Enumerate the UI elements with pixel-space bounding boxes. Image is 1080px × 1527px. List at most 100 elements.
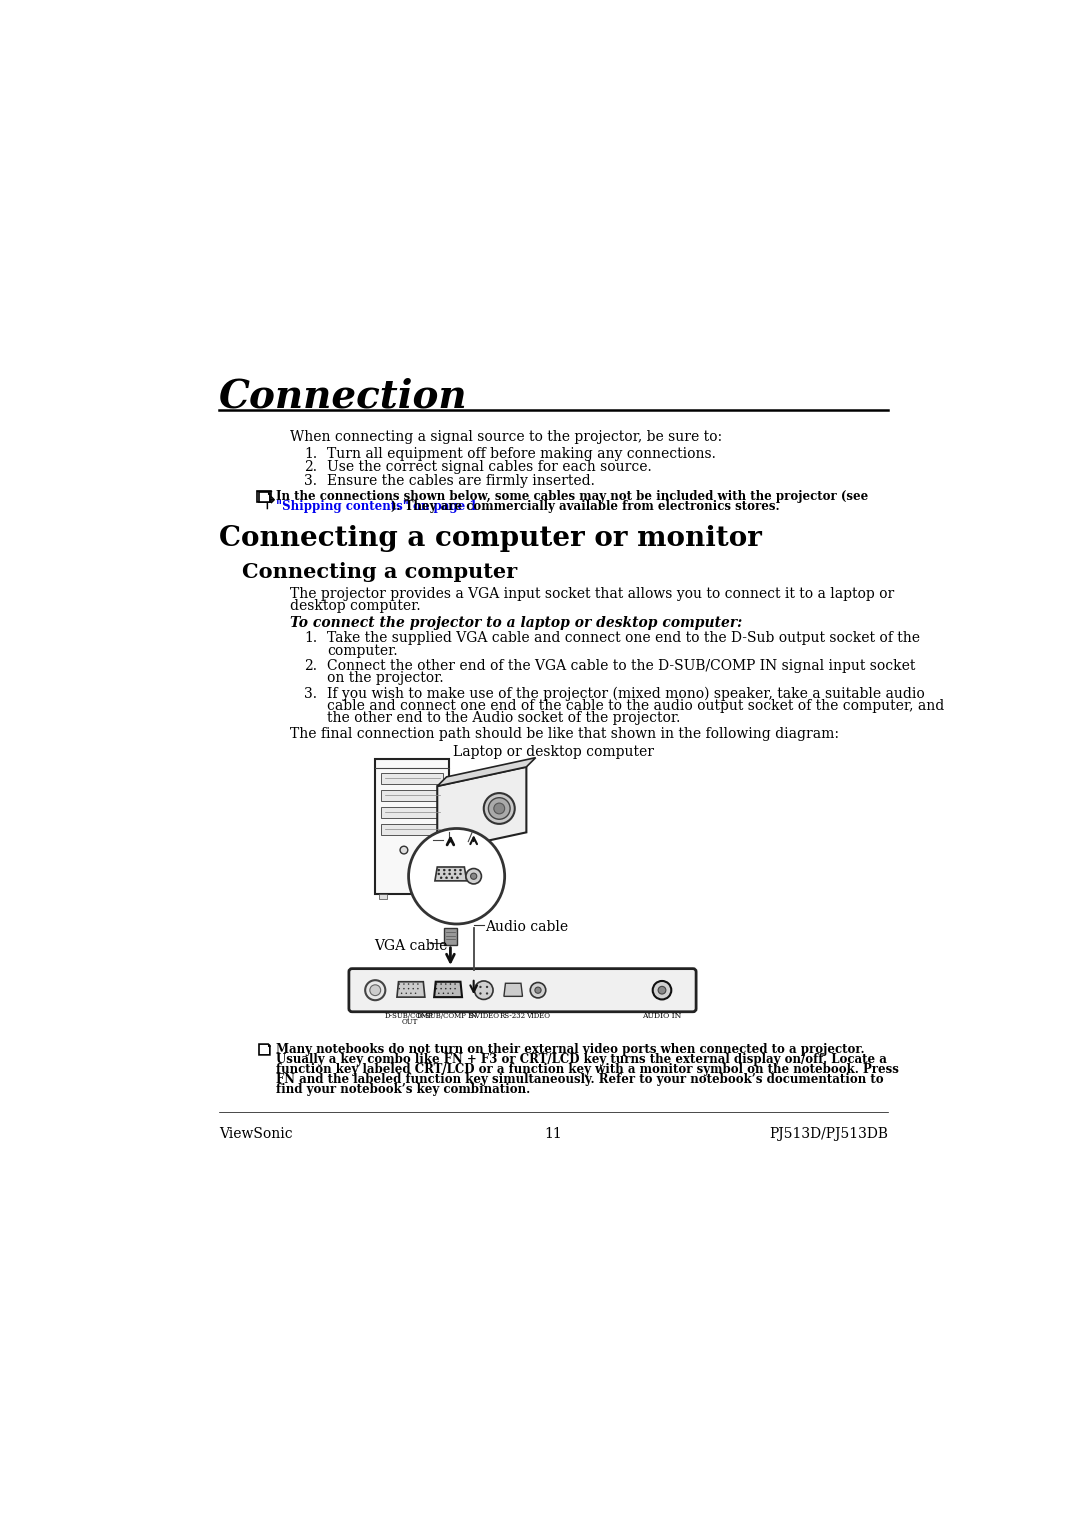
Bar xyxy=(257,492,271,502)
Text: Connect the other end of the VGA cable to the D-SUB/COMP IN signal input socket: Connect the other end of the VGA cable t… xyxy=(327,660,916,673)
Polygon shape xyxy=(259,492,270,502)
Circle shape xyxy=(437,869,440,870)
Text: PJ513D/PJ513DB: PJ513D/PJ513DB xyxy=(769,1127,889,1141)
Circle shape xyxy=(494,803,504,814)
Circle shape xyxy=(438,993,440,994)
Text: 3.: 3. xyxy=(303,687,316,701)
Circle shape xyxy=(437,873,440,875)
Text: Ensure the cables are firmly inserted.: Ensure the cables are firmly inserted. xyxy=(327,475,595,489)
Text: function key labeled CRT/LCD or a function key with a monitor symbol on the note: function key labeled CRT/LCD or a functi… xyxy=(276,1063,899,1075)
Text: Laptop or desktop computer: Laptop or desktop computer xyxy=(453,745,654,759)
Text: Many notebooks do not turn on their external video ports when connected to a pro: Many notebooks do not turn on their exte… xyxy=(276,1043,865,1055)
Circle shape xyxy=(471,873,476,880)
Text: D-SUB/COMP: D-SUB/COMP xyxy=(384,1012,434,1020)
Circle shape xyxy=(488,797,510,820)
Circle shape xyxy=(441,983,442,985)
Circle shape xyxy=(403,988,405,989)
Circle shape xyxy=(471,835,477,841)
Circle shape xyxy=(486,986,488,988)
Text: 2.: 2. xyxy=(303,660,316,673)
Circle shape xyxy=(449,983,451,985)
Text: To connect the projector to a laptop or desktop computer:: To connect the projector to a laptop or … xyxy=(291,615,742,631)
Circle shape xyxy=(465,869,482,884)
Polygon shape xyxy=(504,983,523,996)
Bar xyxy=(444,928,457,945)
Polygon shape xyxy=(437,757,536,786)
Text: desktop computer.: desktop computer. xyxy=(291,599,420,612)
Text: "Shipping contents" on page 1: "Shipping contents" on page 1 xyxy=(276,501,477,513)
Text: OUT: OUT xyxy=(401,1019,418,1026)
Text: find your notebook’s key combination.: find your notebook’s key combination. xyxy=(276,1083,530,1095)
Text: FN and the labeled function key simultaneously. Refer to your notebook’s documen: FN and the labeled function key simultan… xyxy=(276,1072,883,1086)
Circle shape xyxy=(408,988,409,989)
Text: Connecting a computer or monitor: Connecting a computer or monitor xyxy=(218,525,761,553)
Text: 3.: 3. xyxy=(303,475,316,489)
Circle shape xyxy=(401,993,403,994)
Text: 2.: 2. xyxy=(303,461,316,475)
Circle shape xyxy=(443,993,444,994)
Circle shape xyxy=(448,873,450,875)
Circle shape xyxy=(441,876,442,878)
Bar xyxy=(379,893,387,898)
Circle shape xyxy=(451,993,454,994)
Circle shape xyxy=(454,869,456,870)
Text: When connecting a signal source to the projector, be sure to:: When connecting a signal source to the p… xyxy=(291,429,723,444)
Polygon shape xyxy=(434,982,462,997)
Text: AUDIO IN: AUDIO IN xyxy=(643,1012,681,1020)
Circle shape xyxy=(455,988,456,989)
Circle shape xyxy=(408,983,409,985)
Text: Use the correct signal cables for each source.: Use the correct signal cables for each s… xyxy=(327,461,652,475)
Circle shape xyxy=(480,986,482,988)
Circle shape xyxy=(443,869,445,870)
Text: Audio cable: Audio cable xyxy=(485,921,568,935)
Circle shape xyxy=(457,876,458,878)
Circle shape xyxy=(441,988,442,989)
Circle shape xyxy=(417,988,419,989)
Circle shape xyxy=(449,988,451,989)
Circle shape xyxy=(451,876,453,878)
Circle shape xyxy=(365,980,386,1000)
Circle shape xyxy=(410,993,411,994)
Circle shape xyxy=(460,835,467,841)
Circle shape xyxy=(484,793,515,825)
Circle shape xyxy=(455,983,456,985)
Text: ViewSonic: ViewSonic xyxy=(218,1127,293,1141)
Circle shape xyxy=(435,988,437,989)
Text: on the projector.: on the projector. xyxy=(327,672,444,686)
Circle shape xyxy=(415,993,416,994)
Text: 11: 11 xyxy=(544,1127,563,1141)
Circle shape xyxy=(413,988,414,989)
Polygon shape xyxy=(435,867,467,881)
Circle shape xyxy=(405,993,407,994)
Text: Connection: Connection xyxy=(218,377,468,415)
Circle shape xyxy=(652,980,672,1000)
Circle shape xyxy=(443,873,445,875)
Circle shape xyxy=(417,983,419,985)
Text: Connecting a computer: Connecting a computer xyxy=(242,562,517,582)
Text: cable and connect one end of the cable to the audio output socket of the compute: cable and connect one end of the cable t… xyxy=(327,699,944,713)
Polygon shape xyxy=(397,982,424,997)
Circle shape xyxy=(448,869,450,870)
Circle shape xyxy=(399,983,400,985)
Circle shape xyxy=(408,829,504,924)
Text: VGA cable: VGA cable xyxy=(374,939,447,953)
Polygon shape xyxy=(268,1044,270,1046)
Text: ). They are commercially available from electronics stores.: ). They are commercially available from … xyxy=(391,501,780,513)
Text: D-SUB/COMP IN: D-SUB/COMP IN xyxy=(417,1012,477,1020)
Circle shape xyxy=(413,983,414,985)
Text: S-VIDEO: S-VIDEO xyxy=(469,1012,499,1020)
Circle shape xyxy=(446,876,447,878)
Circle shape xyxy=(445,983,446,985)
Circle shape xyxy=(535,986,541,993)
Text: ↲: ↲ xyxy=(257,490,272,508)
Text: The final connection path should be like that shown in the following diagram:: The final connection path should be like… xyxy=(291,727,839,741)
Bar xyxy=(375,759,449,893)
Text: VIDEO: VIDEO xyxy=(526,1012,550,1020)
Circle shape xyxy=(449,835,456,841)
Text: computer.: computer. xyxy=(327,644,397,658)
Circle shape xyxy=(459,873,461,875)
Circle shape xyxy=(486,993,488,994)
Text: Take the supplied VGA cable and connect one end to the D-Sub output socket of th: Take the supplied VGA cable and connect … xyxy=(327,631,920,646)
Circle shape xyxy=(470,970,477,977)
Circle shape xyxy=(435,983,437,985)
